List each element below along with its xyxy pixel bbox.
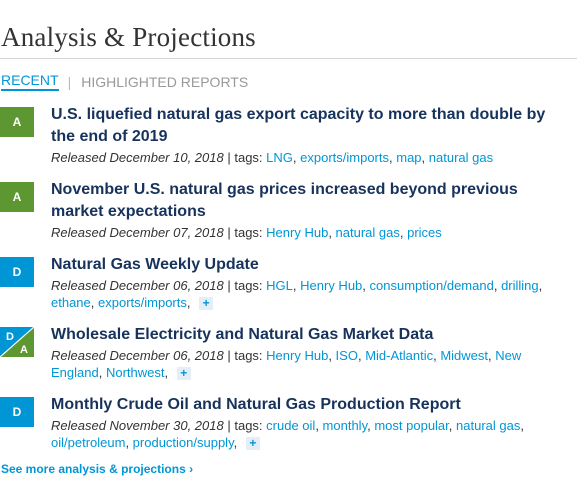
item-meta: Released December 06, 2018 | tags: HGL, … (51, 278, 543, 311)
tag-link[interactable]: LNG (266, 150, 293, 165)
tag-link[interactable]: most popular (374, 418, 449, 433)
tag-link[interactable]: production/supply (132, 435, 234, 450)
tag-link[interactable]: crude oil (266, 418, 316, 433)
item-title-link[interactable]: Wholesale Electricity and Natural Gas Ma… (51, 326, 434, 343)
tag-link[interactable]: Henry Hub (266, 348, 329, 363)
tab-recent[interactable]: RECENT (1, 72, 59, 91)
tag-link[interactable]: ethane (51, 295, 91, 310)
see-more-link[interactable]: See more analysis & projections › (1, 462, 194, 476)
tags-label: | tags: (227, 418, 263, 433)
tag-link[interactable]: natural gas (456, 418, 521, 433)
release-date: Released December 06, 2018 (51, 348, 224, 363)
tags-label: | tags: (227, 225, 263, 240)
tag-link[interactable]: prices (407, 225, 442, 240)
badge-top-letter: D (6, 331, 14, 343)
tags-label: | tags: (227, 150, 263, 165)
item-meta: Released November 30, 2018 | tags: crude… (51, 418, 524, 451)
tag-link[interactable]: ISO (335, 348, 358, 363)
data-badge: D (0, 397, 34, 427)
item-title-link[interactable]: Monthly Crude Oil and Natural Gas Produc… (51, 396, 461, 413)
tag-link[interactable]: HGL (266, 278, 293, 293)
item-title-link[interactable]: November U.S. natural gas prices increas… (51, 181, 518, 220)
item-title-link[interactable]: U.S. liquefied natural gas export capaci… (51, 106, 546, 145)
badge-bottom-letter: A (20, 344, 28, 356)
release-date: Released December 06, 2018 (51, 278, 224, 293)
tag-link[interactable]: oil/petroleum (51, 435, 126, 450)
more-tags-button[interactable]: + (176, 367, 191, 381)
tag-link[interactable]: New England (51, 348, 522, 380)
more-tags-button[interactable]: + (245, 437, 260, 451)
release-date: Released December 07, 2018 (51, 225, 224, 240)
tag-link[interactable]: natural gas (335, 225, 400, 240)
tags-label: | tags: (227, 348, 263, 363)
tag-link[interactable]: exports/imports (300, 150, 390, 165)
analysis-badge: A (0, 182, 34, 212)
item-meta: Released December 10, 2018 | tags: LNG, … (51, 150, 494, 165)
tag-link[interactable]: Northwest (105, 365, 165, 380)
tab-separator: | (67, 73, 72, 90)
item-title-link[interactable]: Natural Gas Weekly Update (51, 256, 259, 273)
tag-link[interactable]: map (396, 150, 422, 165)
item-meta: Released December 07, 2018 | tags: Henry… (51, 225, 442, 240)
item-meta: Released December 06, 2018 | tags: Henry… (51, 348, 522, 381)
tag-link[interactable]: Henry Hub (300, 278, 363, 293)
tag-link[interactable]: monthly (322, 418, 368, 433)
tag-link[interactable]: Mid-Atlantic (365, 348, 434, 363)
title-divider (0, 58, 577, 59)
tags-label: | tags: (227, 278, 263, 293)
release-date: Released December 10, 2018 (51, 150, 224, 165)
release-date: Released November 30, 2018 (51, 418, 224, 433)
tag-link[interactable]: exports/imports (98, 295, 187, 310)
tab-bar: RECENT | HIGHLIGHTED REPORTS (1, 72, 248, 91)
tag-link[interactable]: consumption/demand (369, 278, 494, 293)
data-analysis-badge: D A (0, 327, 34, 357)
tag-link[interactable]: Henry Hub (266, 225, 329, 240)
analysis-badge: A (0, 107, 34, 137)
data-badge: D (0, 257, 34, 287)
more-tags-button[interactable]: + (199, 297, 214, 311)
tag-link[interactable]: drilling (501, 278, 539, 293)
tag-link[interactable]: natural gas (428, 150, 494, 165)
tag-link[interactable]: Midwest (440, 348, 489, 363)
tab-highlighted-reports[interactable]: HIGHLIGHTED REPORTS (81, 73, 249, 90)
section-title: Analysis & Projections (1, 22, 256, 52)
